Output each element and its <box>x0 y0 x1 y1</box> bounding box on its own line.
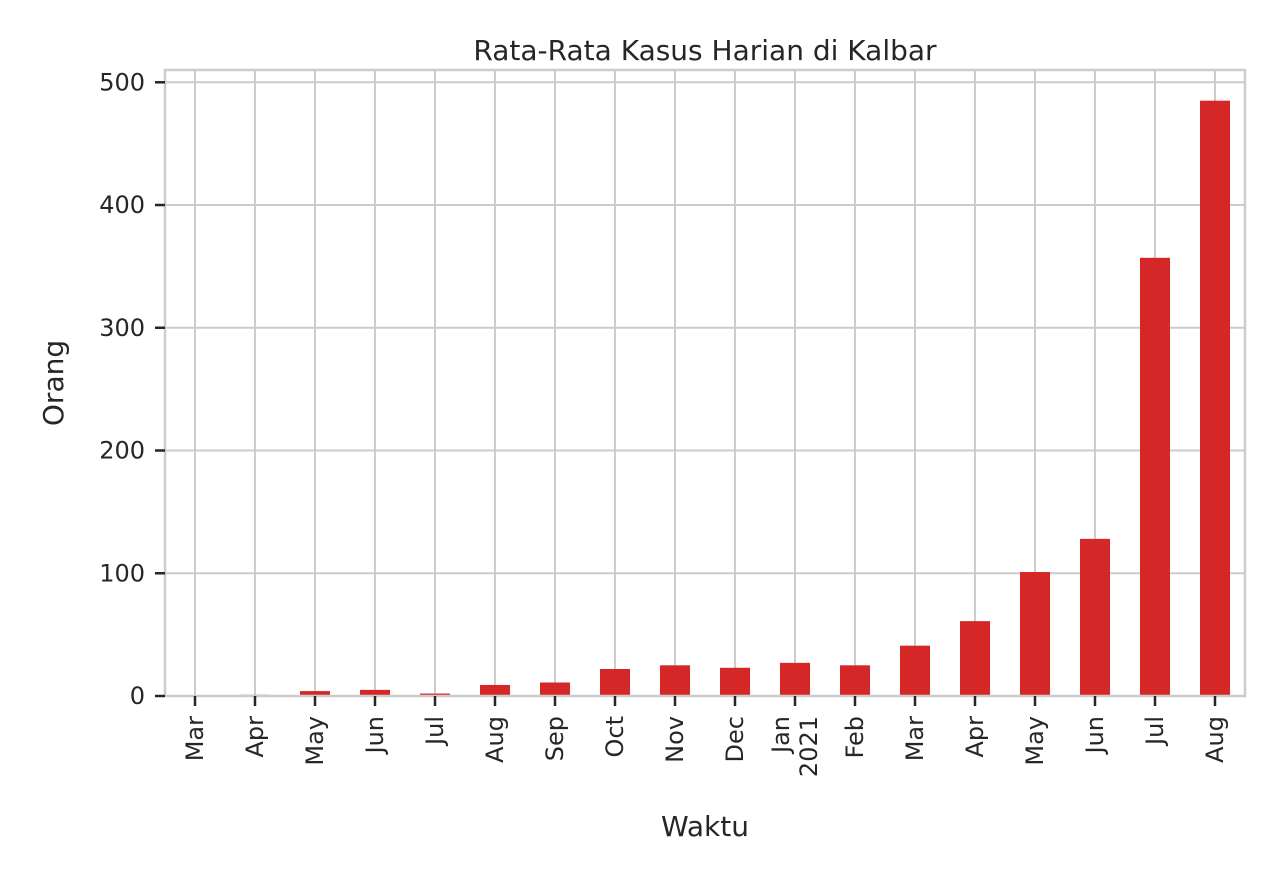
x-tick-label: Feb <box>841 716 869 759</box>
x-tick-label: 2021 <box>795 716 823 777</box>
bar <box>540 682 570 696</box>
y-tick-label: 500 <box>99 68 145 96</box>
x-tick-label: Jan <box>767 716 795 755</box>
bar <box>1200 100 1230 696</box>
x-tick-label: Nov <box>661 716 689 763</box>
y-tick-label: 100 <box>99 559 145 587</box>
y-tick-label: 0 <box>130 682 145 710</box>
bar <box>1080 538 1110 696</box>
y-tick-label: 300 <box>99 314 145 342</box>
bar <box>360 689 390 696</box>
chart-title: Rata-Rata Kasus Harian di Kalbar <box>473 34 937 67</box>
plot-frame <box>163 68 1247 698</box>
x-tick-label: Apr <box>241 716 269 758</box>
x-tick-label: Jun <box>361 716 389 756</box>
bar <box>660 665 690 696</box>
x-tick-label: Oct <box>601 716 629 758</box>
y-tick-label: 400 <box>99 191 145 219</box>
y-tick-label: 200 <box>99 437 145 465</box>
x-tick-label: Mar <box>181 716 209 761</box>
bar <box>300 691 330 696</box>
x-tick-label: Mar <box>901 716 929 761</box>
x-tick-label: May <box>301 716 329 766</box>
bar <box>960 621 990 696</box>
x-tick-label: Apr <box>961 716 989 758</box>
x-tick-label: Jul <box>421 716 449 747</box>
bar <box>900 645 930 696</box>
bar <box>480 684 510 696</box>
x-tick-label: Aug <box>481 716 509 763</box>
x-tick-label: May <box>1021 716 1049 766</box>
x-tick-label: Dec <box>721 716 749 762</box>
y-axis-label: Orang <box>37 340 70 426</box>
x-tick-label: Aug <box>1201 716 1229 763</box>
x-tick-label: Jul <box>1141 716 1169 747</box>
tick-layer: 0 100 200 300 400 500 Mar Apr May Jun Jul Aug Sep Oct… <box>99 68 1229 777</box>
bar-layer <box>240 100 1230 696</box>
x-tick-label: Jun <box>1081 716 1109 756</box>
x-axis-label: Waktu <box>661 810 749 843</box>
bar <box>1140 257 1170 696</box>
bar <box>1020 572 1050 696</box>
bar <box>780 662 810 696</box>
x-tick-label: Sep <box>541 716 569 761</box>
bar <box>600 668 630 696</box>
bar <box>840 665 870 696</box>
bar <box>720 667 750 696</box>
